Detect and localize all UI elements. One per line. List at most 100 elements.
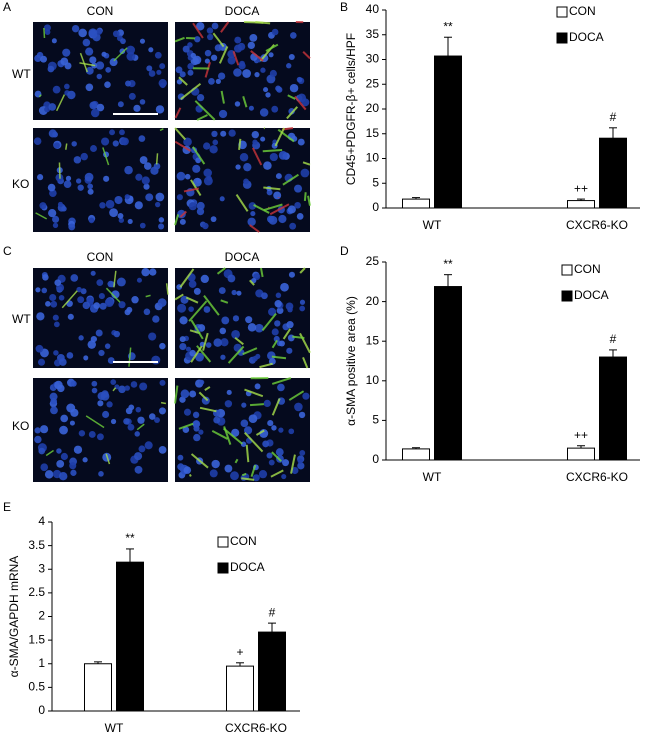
nucleus — [116, 277, 126, 287]
nucleus — [159, 82, 166, 89]
nucleus — [93, 302, 101, 309]
bar — [258, 631, 286, 712]
bar — [434, 55, 462, 209]
nucleus — [199, 379, 205, 385]
nucleus — [102, 410, 110, 419]
nucleus — [73, 156, 82, 164]
stain — [174, 127, 187, 141]
nucleus — [154, 51, 162, 59]
y-tick-label: 10 — [366, 373, 380, 387]
legend-label: DOCA — [569, 30, 604, 44]
nucleus — [285, 302, 294, 311]
stain — [35, 212, 48, 220]
nucleus — [248, 105, 254, 111]
stain — [212, 32, 225, 48]
y-tick-label: 3 — [38, 561, 45, 575]
micrograph — [33, 22, 168, 120]
stain — [253, 204, 270, 214]
stain — [204, 386, 211, 391]
nucleus — [155, 105, 165, 114]
stain — [282, 328, 292, 340]
nucleus — [288, 54, 295, 60]
stain — [299, 332, 311, 354]
nucleus — [235, 164, 241, 170]
nucleus — [261, 292, 268, 300]
legend-swatch — [561, 264, 573, 276]
nucleus — [53, 142, 60, 149]
nucleus — [273, 335, 280, 343]
nucleus — [57, 384, 65, 393]
nucleus — [45, 301, 51, 307]
y-tick-label: 25 — [366, 254, 380, 268]
nucleus — [39, 425, 49, 434]
nucleus — [139, 99, 146, 105]
row-label: WT — [12, 312, 31, 326]
nucleus — [151, 355, 161, 365]
nucleus — [211, 130, 218, 138]
nucleus — [35, 344, 44, 353]
nucleus — [150, 166, 159, 175]
nucleus — [218, 287, 226, 295]
nucleus — [139, 156, 148, 164]
nucleus — [278, 214, 287, 224]
annotation: ** — [443, 19, 453, 33]
nucleus — [220, 130, 227, 137]
nucleus — [37, 174, 44, 181]
bar — [567, 200, 595, 209]
stain — [179, 268, 195, 288]
nucleus — [219, 196, 225, 202]
y-tick-label: 0 — [38, 703, 45, 717]
nucleus — [149, 268, 157, 276]
nucleus — [56, 448, 62, 454]
nucleus — [47, 183, 56, 192]
bar — [84, 663, 112, 712]
nucleus — [78, 28, 87, 38]
nucleus — [190, 52, 197, 59]
y-tick-label: 1 — [38, 656, 45, 670]
legend-label: CON — [569, 4, 596, 18]
nucleus — [300, 168, 310, 178]
bar — [434, 286, 462, 461]
x-tick-label: WT — [423, 470, 442, 484]
panel-label: A — [3, 0, 11, 14]
nucleus — [141, 176, 150, 185]
stain — [204, 61, 212, 78]
nucleus — [233, 68, 242, 77]
stain — [113, 47, 128, 62]
nucleus — [192, 420, 201, 428]
nucleus — [110, 418, 117, 425]
nucleus — [120, 38, 126, 45]
nucleus — [196, 207, 205, 216]
micrograph-bg — [175, 22, 310, 120]
stain — [203, 294, 220, 316]
nucleus — [133, 104, 141, 112]
nucleus — [227, 274, 236, 283]
stain — [241, 472, 247, 477]
nucleus — [200, 274, 209, 284]
stain — [174, 293, 184, 301]
y-tick-label: 5 — [372, 175, 379, 189]
nucleus — [96, 73, 103, 80]
nucleus — [213, 416, 221, 424]
y-axis-label: α-SMA positive area (%) — [344, 296, 358, 426]
nucleus — [119, 129, 125, 136]
nucleus — [179, 316, 188, 325]
nucleus — [217, 72, 226, 80]
bar — [599, 137, 627, 209]
nucleus — [141, 268, 150, 277]
nucleus — [36, 312, 45, 321]
nucleus — [40, 463, 49, 472]
nucleus — [247, 41, 255, 50]
nucleus — [203, 168, 212, 178]
micrograph — [33, 268, 169, 368]
nucleus — [184, 173, 191, 180]
nucleus — [243, 178, 249, 185]
nucleus — [179, 71, 186, 78]
error-bar — [577, 198, 585, 201]
stain — [241, 477, 255, 481]
nucleus — [112, 140, 119, 147]
nucleus — [135, 173, 143, 181]
legend-swatch — [217, 536, 229, 548]
nucleus — [224, 400, 233, 408]
nucleus — [298, 411, 306, 419]
